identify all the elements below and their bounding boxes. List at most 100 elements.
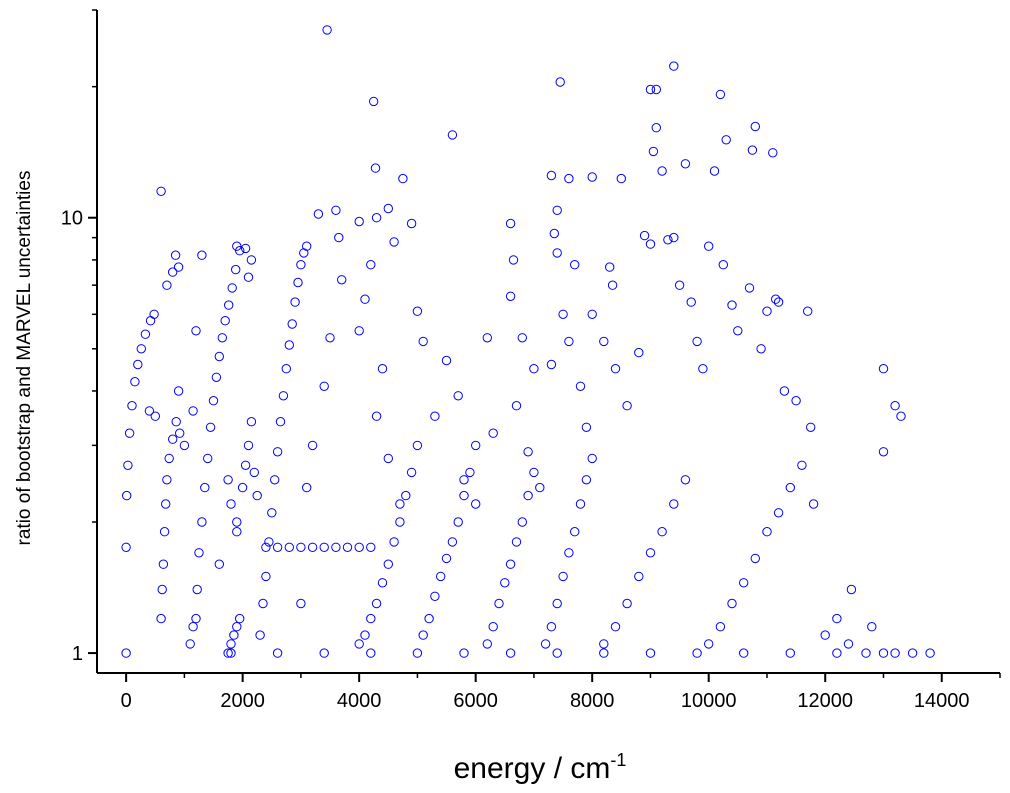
data-point bbox=[704, 639, 714, 649]
data-point bbox=[383, 559, 393, 569]
data-point bbox=[319, 648, 329, 658]
data-point bbox=[240, 460, 251, 470]
data-point bbox=[803, 306, 813, 316]
data-point bbox=[299, 248, 309, 258]
data-point bbox=[523, 447, 533, 457]
data-point bbox=[249, 467, 260, 478]
data-point bbox=[226, 648, 236, 658]
data-point bbox=[366, 648, 376, 658]
data-point bbox=[145, 316, 156, 326]
data-point bbox=[657, 527, 667, 537]
data-point bbox=[459, 490, 469, 501]
x-tick-label: 2000 bbox=[220, 690, 265, 712]
data-point bbox=[806, 422, 816, 432]
x-tick-label: 0 bbox=[121, 690, 132, 712]
data-point bbox=[203, 453, 213, 464]
data-point bbox=[227, 283, 237, 293]
data-point bbox=[293, 277, 303, 288]
data-point bbox=[164, 453, 174, 464]
data-point bbox=[197, 517, 207, 527]
data-point bbox=[406, 467, 417, 478]
data-point bbox=[441, 355, 452, 366]
data-point bbox=[648, 146, 659, 157]
data-point bbox=[232, 241, 242, 251]
data-point bbox=[692, 336, 702, 347]
x-axis-title: energy / cm-1 bbox=[454, 750, 627, 785]
data-point bbox=[669, 499, 679, 509]
data-point bbox=[511, 537, 522, 547]
data-point bbox=[436, 571, 446, 582]
data-point bbox=[179, 440, 190, 451]
data-point bbox=[441, 553, 452, 564]
data-point bbox=[535, 482, 545, 493]
data-point bbox=[401, 490, 411, 501]
x-tick-label: 14000 bbox=[914, 690, 970, 712]
data-point bbox=[412, 648, 423, 658]
data-point bbox=[243, 272, 254, 282]
data-points bbox=[121, 25, 935, 658]
data-point bbox=[564, 548, 574, 558]
data-point bbox=[243, 440, 254, 451]
data-point bbox=[211, 372, 222, 382]
data-point bbox=[398, 173, 408, 184]
data-point bbox=[370, 163, 381, 173]
data-point bbox=[430, 591, 440, 601]
y-tick-label: 1 bbox=[72, 643, 83, 665]
data-point bbox=[223, 648, 233, 658]
x-tick-label: 12000 bbox=[797, 690, 853, 712]
data-point bbox=[907, 648, 918, 658]
data-point bbox=[645, 548, 656, 558]
data-point bbox=[832, 613, 842, 624]
data-point bbox=[331, 205, 341, 216]
data-point bbox=[149, 309, 159, 319]
data-point bbox=[494, 598, 504, 609]
data-point bbox=[587, 172, 597, 182]
data-point bbox=[133, 359, 143, 370]
data-point bbox=[529, 467, 539, 478]
data-point bbox=[846, 584, 857, 595]
data-point bbox=[482, 639, 492, 649]
data-point bbox=[552, 648, 562, 658]
data-point bbox=[674, 280, 685, 290]
data-point bbox=[773, 297, 784, 307]
data-point bbox=[168, 434, 178, 444]
data-point bbox=[275, 417, 286, 427]
data-point bbox=[471, 440, 481, 451]
data-point bbox=[383, 453, 393, 464]
data-point bbox=[261, 542, 271, 552]
data-point bbox=[302, 482, 312, 493]
data-point bbox=[768, 148, 778, 158]
data-point bbox=[377, 578, 388, 588]
data-point bbox=[599, 639, 609, 649]
data-point bbox=[546, 622, 557, 632]
data-point bbox=[890, 401, 900, 411]
data-point bbox=[161, 499, 171, 509]
data-point bbox=[587, 453, 597, 464]
data-point bbox=[733, 326, 743, 336]
data-point bbox=[354, 542, 364, 552]
data-point bbox=[296, 598, 306, 609]
data-point bbox=[453, 391, 463, 401]
data-point bbox=[252, 490, 262, 501]
data-point bbox=[896, 411, 906, 421]
data-point bbox=[715, 89, 726, 100]
data-point bbox=[229, 630, 239, 640]
data-point bbox=[878, 447, 889, 457]
data-point bbox=[505, 559, 516, 569]
data-point bbox=[296, 542, 306, 552]
data-point bbox=[459, 648, 469, 658]
data-point bbox=[424, 613, 434, 624]
data-point bbox=[255, 630, 265, 640]
data-point bbox=[447, 537, 458, 547]
data-point bbox=[272, 648, 283, 658]
data-point bbox=[418, 336, 428, 347]
data-point bbox=[214, 351, 225, 362]
data-point bbox=[773, 508, 784, 518]
data-point bbox=[523, 490, 533, 501]
data-point bbox=[797, 460, 807, 470]
data-point bbox=[546, 359, 557, 370]
data-point bbox=[354, 216, 364, 227]
data-point bbox=[267, 508, 277, 518]
data-point bbox=[366, 260, 376, 270]
